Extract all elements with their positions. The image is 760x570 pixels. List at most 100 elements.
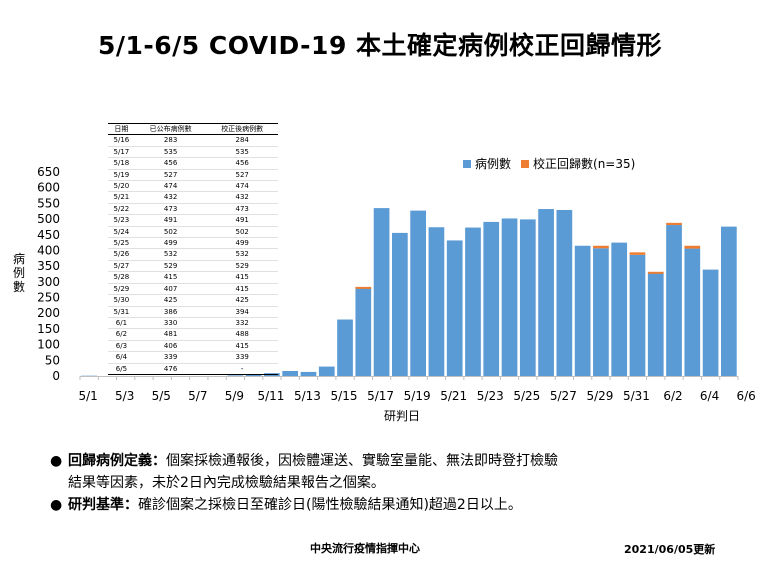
table-cell: 535 xyxy=(134,146,207,159)
bar-cases-5/23 xyxy=(483,221,500,376)
bar-cases-6/1 xyxy=(647,272,664,376)
x-tick-label: 5/1 xyxy=(78,389,97,403)
bar-cases-5/17 xyxy=(373,208,390,376)
bar-cases-6/2 xyxy=(666,225,682,376)
bar-corrected-5/31 xyxy=(629,252,646,255)
y-tick-label: 300 xyxy=(37,275,60,289)
table-cell: 5/16 xyxy=(108,134,135,147)
table-row: 5/30 425 425 xyxy=(108,294,278,307)
bar-cases-6/5 xyxy=(721,226,737,376)
table-cell: 332 xyxy=(206,317,278,330)
table-row: 5/23 491 491 xyxy=(108,214,278,227)
x-axis-ticks: 5/1 5/3 5/5 5/7 5/9 5/11 5/13 5/15 5/17 5/19 5/21 5… xyxy=(78,376,756,403)
table-cell: 5/21 xyxy=(108,191,135,204)
table-row: 5/20 474 474 xyxy=(108,180,278,193)
table-cell: 5/20 xyxy=(108,180,135,193)
table-row: 5/16 283 284 xyxy=(108,134,278,147)
bar-cases-5/26 xyxy=(538,209,554,376)
table-cell: 491 xyxy=(134,214,207,227)
table-cell: - xyxy=(206,363,278,375)
table-cell: 5/29 xyxy=(108,283,135,296)
y-tick-label: 500 xyxy=(37,212,60,226)
table-row: 6/3 406 415 xyxy=(108,340,278,353)
y-tick-label: 350 xyxy=(37,259,60,273)
table-cell: 432 xyxy=(206,191,278,204)
y-tick-label: 100 xyxy=(37,338,60,352)
table-cell: 425 xyxy=(206,294,278,307)
note-1: ● 回歸病例定義：個案採檢通報後，因檢體運送、實驗室量能、無法即時登打檢驗 結果… xyxy=(50,450,730,494)
table-cell: 532 xyxy=(134,248,207,261)
bullet-icon: ● xyxy=(50,497,63,513)
bar-cases-5/25 xyxy=(519,219,536,376)
bar-cases-5/29 xyxy=(593,248,609,376)
table-header: 日期 xyxy=(108,122,135,136)
bar-cases-6/3 xyxy=(684,248,701,376)
table-header: 校正後病例數 xyxy=(206,122,278,136)
y-tick-label: 600 xyxy=(37,181,60,195)
table-cell: 532 xyxy=(206,248,278,261)
legend-item-corrected: 校正回歸數(n=35) xyxy=(521,155,635,172)
table-row: 6/5 476- xyxy=(108,363,278,375)
table-header-row: 日期 已公布病例數 校正後病例數 xyxy=(108,122,278,136)
table-row: 5/29 407 415 xyxy=(108,283,278,296)
bar-cases-5/21 xyxy=(446,240,463,376)
table-row: 5/27 529 529 xyxy=(108,260,278,273)
legend-label: 病例數 xyxy=(475,157,512,171)
table-row: 5/24 502 502 xyxy=(108,226,278,239)
table-cell: 6/4 xyxy=(108,351,135,364)
bar-cases-5/16 xyxy=(355,287,372,376)
table-row: 5/17 535 535 xyxy=(108,146,278,159)
bar-cases-5/24 xyxy=(501,218,518,376)
note-label: 研判基準： xyxy=(68,497,138,513)
x-tick-label: 5/15 xyxy=(331,389,358,403)
table-cell: 5/24 xyxy=(108,226,135,239)
x-tick-label: 5/13 xyxy=(294,389,321,403)
table-cell: 456 xyxy=(134,157,207,170)
x-tick-label: 5/17 xyxy=(367,389,394,403)
table-cell: 481 xyxy=(134,328,207,341)
notes: ● 回歸病例定義：個案採檢通報後，因檢體運送、實驗室量能、無法即時登打檢驗 結果… xyxy=(50,450,730,516)
table-cell: 529 xyxy=(134,260,207,273)
x-tick-label: 5/11 xyxy=(257,389,284,403)
table-cell: 5/28 xyxy=(108,271,135,284)
y-axis-label: 病例數 xyxy=(12,252,25,294)
legend-label: 校正回歸數(n=35) xyxy=(533,157,636,171)
x-tick-label: 5/19 xyxy=(404,389,431,403)
table-cell: 415 xyxy=(134,271,207,284)
table-cell: 491 xyxy=(206,214,278,227)
table-cell: 527 xyxy=(206,169,278,182)
table-cell: 394 xyxy=(206,306,278,318)
bar-cases-5/10 xyxy=(245,374,262,376)
bar-cases-5/19 xyxy=(410,210,426,376)
table-cell: 5/23 xyxy=(108,214,135,227)
note-2: ● 研判基準：確診個案之採檢日至確診日(陽性檢驗結果通知)超過2日以上。 xyxy=(50,494,730,516)
bar-corrected-5/29 xyxy=(593,245,609,249)
y-tick-label: 400 xyxy=(37,243,60,257)
x-tick-label: 5/27 xyxy=(550,389,577,403)
table-cell: 476 xyxy=(134,363,207,375)
y-tick-label: 150 xyxy=(37,322,60,336)
table-cell: 283 xyxy=(134,134,207,147)
x-tick-label: 6/4 xyxy=(700,389,719,403)
x-tick-label: 6/2 xyxy=(663,389,682,403)
bar-cases-5/12 xyxy=(282,370,299,376)
bar-cases-5/28 xyxy=(574,245,591,376)
bar-corrected-6/3 xyxy=(684,245,701,249)
table-cell: 415 xyxy=(206,340,278,353)
bar-cases-5/15 xyxy=(337,319,353,376)
table-cell: 406 xyxy=(134,340,207,353)
table-cell: 6/1 xyxy=(108,317,135,330)
table-cell: 5/19 xyxy=(108,169,135,182)
table-cell: 473 xyxy=(134,203,207,216)
y-tick-label: 650 xyxy=(37,165,60,179)
table-cell: 5/17 xyxy=(108,146,135,159)
x-tick-label: 5/25 xyxy=(513,389,540,403)
legend-swatch-orange xyxy=(521,159,530,168)
table-cell: 330 xyxy=(134,317,207,330)
bar-cases-5/9 xyxy=(227,375,244,376)
table-row: 5/18 456 456 xyxy=(108,157,278,170)
bar-cases-5/27 xyxy=(556,209,573,376)
table-row: 5/22 473 473 xyxy=(108,203,278,216)
y-tick-label: 450 xyxy=(37,228,60,242)
